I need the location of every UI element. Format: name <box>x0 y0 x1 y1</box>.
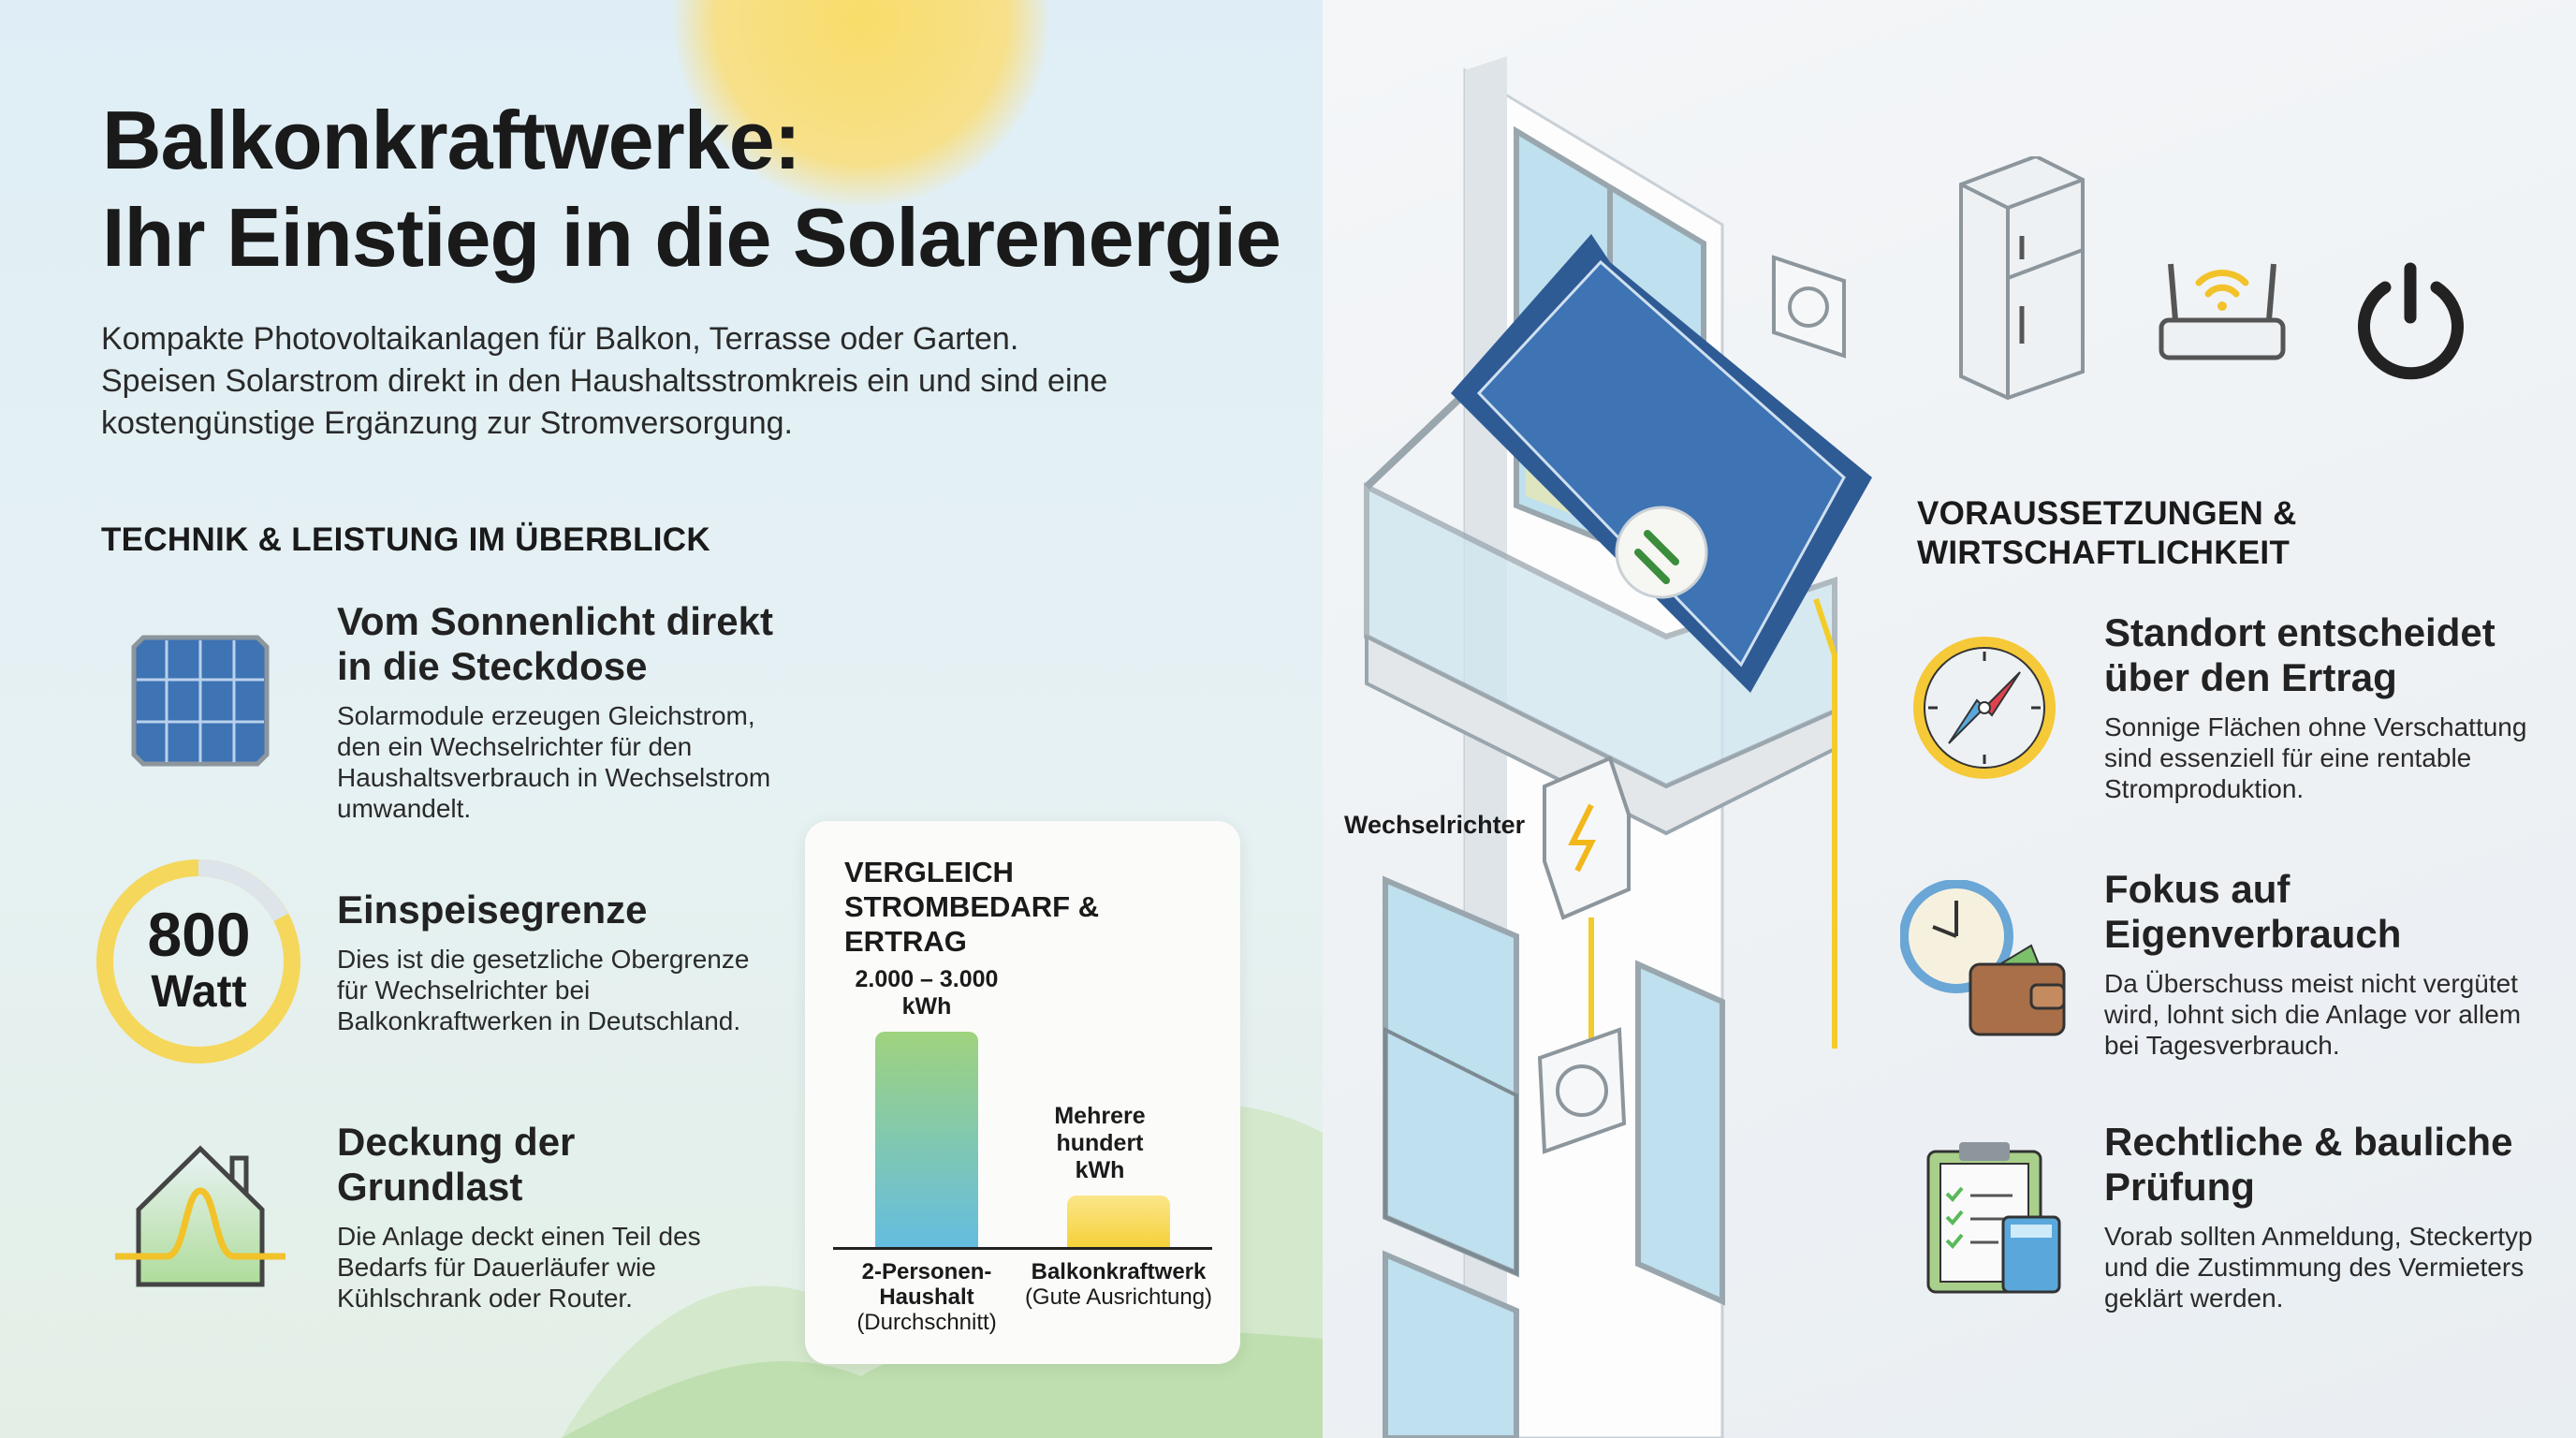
inverter-label: Wechselrichter <box>1344 811 1526 839</box>
bar-household <box>875 1032 978 1247</box>
chart-title: VERGLEICH STROMBEDARF & ERTRAG <box>844 856 1100 958</box>
value-label-household: 2.000 – 3.000 kWh <box>855 966 999 1020</box>
requirement-item: Fokus auf Eigenverbrauch Da Überschuss m… <box>2104 867 2522 1060</box>
requirement-item: Standort entscheidet über den Ertrag Son… <box>2104 610 2527 803</box>
page-subtitle: Kompakte Photovoltaikanlagen für Balkon,… <box>101 321 1108 441</box>
right-section-heading: VORAUSSETZUNGEN & WIRTSCHAFTLICHKEIT <box>1917 495 2297 571</box>
left-section-heading: TECHNIK & LEISTUNG IM ÜBERBLICK <box>101 521 710 558</box>
page-title: Balkonkraftwerke: Ihr Einstieg in die Sol… <box>102 94 1281 284</box>
category-label-balcony-plant: Balkonkraftwerk (Gute Ausrichtung) <box>1024 1259 1213 1310</box>
gauge-800-watt-icon: 800 Watt <box>94 857 304 1067</box>
wall-socket-illustration <box>1772 255 1846 359</box>
requirement-item: Rechtliche & bauliche Prüfung Vorab soll… <box>2104 1120 2533 1313</box>
house-load-curve-icon <box>115 1145 285 1287</box>
solar-panel-illustration <box>1451 234 1872 693</box>
clock-wallet-icon <box>1900 880 2066 1036</box>
comparison-chart-card: VERGLEICH STROMBEDARF & ERTRAG 2.000 – 3… <box>805 821 1240 1364</box>
feature-item: Vom Sonnenlicht direkt in die Steckdose … <box>337 599 773 823</box>
category-label-household: 2-Personen-Haushalt (Durchschnitt) <box>856 1259 997 1335</box>
chart-baseline <box>833 1247 1212 1250</box>
feature-item: Einspeisegrenze Dies ist die gesetzliche… <box>337 888 750 1035</box>
bar-balcony-plant <box>1067 1196 1170 1247</box>
inverter-illustration <box>1543 756 1631 920</box>
solar-panel-icon <box>131 635 270 767</box>
wifi-router-icon <box>2159 263 2286 360</box>
value-label-balcony-plant: Mehrere hundert kWh <box>1054 1103 1146 1183</box>
fridge-icon <box>1959 156 2085 400</box>
clipboard-calculator-icon <box>1926 1142 2061 1294</box>
power-icon <box>2358 262 2464 380</box>
feature-item: Deckung der Grundlast Die Anlage deckt e… <box>337 1120 701 1313</box>
building-balcony-illustration <box>1364 56 1872 1438</box>
gauge-value: 800 <box>147 900 251 969</box>
compass-icon <box>1913 637 2056 779</box>
gauge-unit: Watt <box>151 967 247 1017</box>
wall-socket-illustration <box>1537 1027 1627 1154</box>
